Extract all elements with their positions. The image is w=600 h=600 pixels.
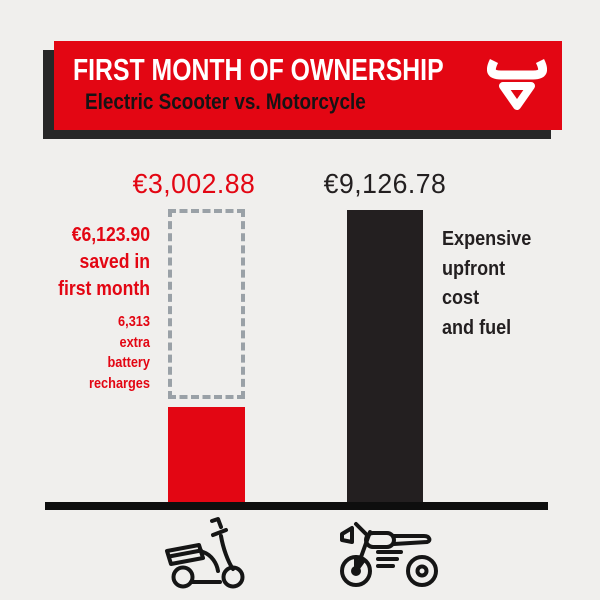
motorcycle-cost-label: €9,126.78	[323, 168, 447, 199]
note-line: first month	[58, 278, 150, 300]
bull-logo-icon	[487, 56, 547, 112]
motorcycle-bar	[347, 210, 423, 502]
page-title: FIRST MONTH OF OWNERSHIP	[73, 52, 444, 87]
scooter-cost-label: €3,002.88	[132, 168, 256, 199]
electric-scooter-icon	[160, 514, 252, 594]
note-line: battery	[107, 355, 150, 371]
savings-dashed-outline	[168, 209, 245, 399]
note-line: extra	[119, 334, 150, 351]
recharges-note: 6,313 extra battery recharges	[18, 312, 150, 394]
page-subtitle: Electric Scooter vs. Motorcycle	[85, 89, 366, 114]
note-line: saved in	[79, 251, 150, 273]
note-line: Expensive	[442, 227, 532, 250]
header-banner: FIRST MONTH OF OWNERSHIP Electric Scoote…	[54, 41, 562, 130]
note-line: recharges	[88, 375, 150, 392]
motorcycle-cost-note: Expensive upfront cost and fuel	[442, 224, 574, 342]
note-line: cost	[442, 286, 480, 309]
note-line: 6,313	[118, 314, 150, 330]
baseline-axis	[45, 502, 548, 510]
note-line: €6,123.90	[71, 224, 150, 246]
scooter-bar	[168, 407, 245, 502]
motorcycle-icon	[333, 511, 445, 595]
note-line: upfront	[442, 256, 506, 280]
savings-amount-note: €6,123.90 saved in first month	[18, 222, 150, 303]
note-line: and fuel	[442, 315, 512, 339]
scooter-savings-note: €6,123.90 saved in first month 6,313 ext…	[18, 222, 150, 394]
